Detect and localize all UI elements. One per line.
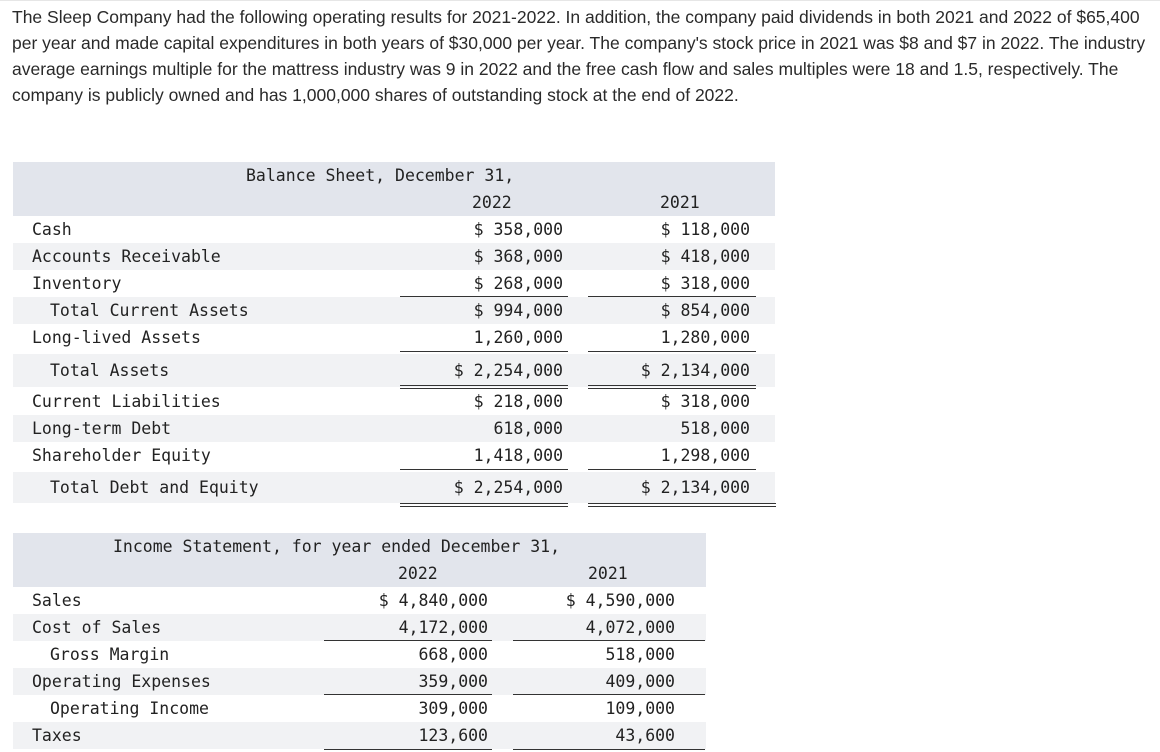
underline: [513, 749, 705, 750]
double-underline: [400, 385, 568, 389]
value-2022: $ 358,000: [473, 220, 563, 239]
value-2022: $ 218,000: [473, 392, 563, 411]
value-2021: $ 318,000: [660, 392, 750, 411]
row-label: Gross Margin: [50, 645, 170, 664]
value-2021: $ 2,134,000: [640, 361, 750, 380]
income-statement-title: Income Statement, for year ended Decembe…: [113, 537, 561, 556]
table-row: Accounts Receivable $ 368,000 $ 418,000: [13, 243, 775, 270]
value-2022: 359,000: [418, 672, 488, 691]
row-label: Shareholder Equity: [32, 446, 211, 465]
value-2021: 1,280,000: [660, 328, 750, 347]
table-row: Cash $ 358,000 $ 118,000: [13, 216, 775, 243]
value-2022: 668,000: [418, 645, 488, 664]
row-label: Taxes: [32, 726, 82, 745]
table-row: Operating Income 309,000 109,000: [13, 695, 706, 722]
table-row: Cost of Sales 4,172,000 4,072,000: [13, 614, 706, 641]
value-2022: 1,260,000: [473, 328, 563, 347]
underline: [513, 640, 705, 641]
row-label: Total Debt and Equity: [50, 478, 259, 497]
value-2021: 1,298,000: [660, 446, 750, 465]
row-label: Accounts Receivable: [32, 247, 221, 266]
value-2022: $ 2,254,000: [453, 361, 563, 380]
balance-sheet-title: Balance Sheet, December 31,: [246, 166, 515, 185]
balance-sheet-table: Balance Sheet, December 31, 2022 2021 Ca…: [13, 162, 776, 510]
underline: [588, 469, 756, 470]
balance-sheet-col-2022: 2022: [472, 193, 512, 212]
row-label: Sales: [32, 591, 82, 610]
table-row: Total Assets $ 2,254,000 $ 2,134,000: [13, 354, 775, 387]
table-row: Sales $ 4,840,000 $ 4,590,000: [13, 587, 706, 614]
balance-sheet-col-2021: 2021: [660, 193, 700, 212]
top-divider: [0, 0, 1160, 1]
underline: [400, 469, 568, 470]
value-2022: $ 4,840,000: [378, 591, 488, 610]
row-label: Total Current Assets: [50, 301, 249, 320]
row-label: Operating Expenses: [32, 672, 211, 691]
table-row: Taxes 123,600 43,600: [13, 722, 706, 749]
table-row: Long-lived Assets 1,260,000 1,280,000: [13, 324, 775, 351]
underline: [588, 351, 756, 352]
row-label: Long-lived Assets: [32, 328, 201, 347]
value-2021: 43,600: [615, 726, 675, 745]
underline: [324, 749, 492, 750]
value-2021: 4,072,000: [585, 618, 675, 637]
value-2022: $ 368,000: [473, 247, 563, 266]
underline: [588, 296, 756, 297]
value-2021: 518,000: [680, 419, 750, 438]
value-2022: $ 2,254,000: [453, 478, 563, 497]
double-underline: [400, 503, 568, 507]
row-label: Cost of Sales: [32, 618, 162, 637]
underline: [400, 296, 568, 297]
income-statement-col-2021: 2021: [588, 564, 628, 583]
balance-sheet-header: [13, 162, 775, 216]
income-statement-col-2022: 2022: [398, 564, 438, 583]
value-2022: $ 268,000: [473, 274, 563, 293]
value-2021: $ 118,000: [660, 220, 750, 239]
value-2021: 409,000: [605, 672, 675, 691]
table-row: Inventory $ 268,000 $ 318,000: [13, 270, 775, 297]
row-label: Cash: [32, 220, 72, 239]
value-2022: 1,418,000: [473, 446, 563, 465]
value-2021: 518,000: [605, 645, 675, 664]
income-statement-header: [13, 533, 706, 587]
row-label: Operating Income: [50, 699, 209, 718]
value-2021: $ 854,000: [660, 301, 750, 320]
value-2021: 109,000: [605, 699, 675, 718]
value-2022: 309,000: [418, 699, 488, 718]
table-row: Current Liabilities $ 218,000 $ 318,000: [13, 388, 775, 415]
value-2022: $ 994,000: [473, 301, 563, 320]
underline: [324, 640, 492, 641]
underline: [400, 351, 568, 352]
value-2021: $ 318,000: [660, 274, 750, 293]
value-2022: 4,172,000: [398, 618, 488, 637]
table-row: Long-term Debt 618,000 518,000: [13, 415, 775, 442]
row-label: Total Assets: [50, 361, 170, 380]
income-statement-table: Income Statement, for year ended Decembe…: [13, 533, 706, 752]
double-underline: [588, 385, 756, 389]
row-label: Long-term Debt: [32, 419, 172, 438]
table-row: Total Current Assets $ 994,000 $ 854,000: [13, 297, 775, 324]
value-2022: 123,600: [418, 726, 488, 745]
table-row: Gross Margin 668,000 518,000: [13, 641, 706, 668]
table-row: Shareholder Equity 1,418,000 1,298,000: [13, 442, 775, 469]
row-label: Current Liabilities: [32, 392, 221, 411]
value-2021: $ 4,590,000: [565, 591, 675, 610]
underline: [513, 694, 705, 695]
double-underline: [588, 503, 776, 507]
value-2021: $ 418,000: [660, 247, 750, 266]
table-row: Operating Expenses 359,000 409,000: [13, 668, 706, 695]
underline: [324, 694, 492, 695]
value-2022: 618,000: [493, 419, 563, 438]
row-label: Inventory: [32, 274, 122, 293]
table-row: Total Debt and Equity $ 2,254,000 $ 2,13…: [13, 472, 775, 503]
problem-statement: The Sleep Company had the following oper…: [12, 7, 1146, 105]
value-2021: $ 2,134,000: [640, 478, 750, 497]
